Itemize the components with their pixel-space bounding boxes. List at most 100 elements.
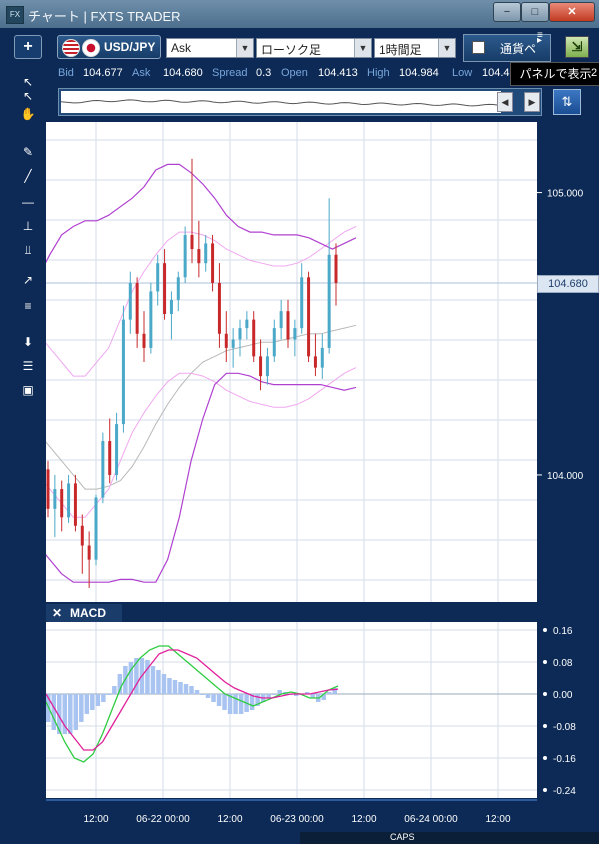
candle-body	[183, 234, 187, 278]
open-value: 104.413	[318, 67, 358, 79]
candle-body	[259, 356, 263, 377]
bid-label: Bid	[58, 67, 74, 79]
fan-lines-icon[interactable]: ↗	[22, 273, 34, 287]
fibonacci-icon[interactable]: ≡	[24, 299, 32, 313]
bollinger-lower-inner	[46, 367, 357, 518]
candle-body	[53, 489, 57, 509]
symbol-selector[interactable]: USD/JPY	[57, 35, 161, 59]
parallel-lines-icon[interactable]: ⫫	[24, 243, 32, 257]
macd-tick-label: 0.00	[553, 690, 573, 701]
quote-extra: 2	[591, 67, 598, 79]
currency-pair-tab[interactable]: 通貨ペ	[463, 34, 551, 62]
show-in-panel-button[interactable]: ⇲	[565, 36, 589, 58]
trend-line-icon[interactable]: ╱	[24, 169, 32, 183]
macd-histogram-bar	[161, 674, 167, 694]
time-tick-label: 06-24 00:00	[404, 814, 458, 825]
macd-histogram-bar	[277, 690, 282, 694]
price-tick-label: 104.000	[547, 471, 584, 482]
macd-histogram-bar	[332, 688, 337, 694]
candle-body	[307, 277, 311, 357]
scroll-left-button[interactable]: ◀	[497, 92, 513, 112]
price-chart[interactable]: 105.000 104.000 0.16 0.08 0.00 -0.08 -0.16 -0.2…	[46, 122, 599, 844]
candle-body	[149, 291, 153, 348]
macd-histogram-bar	[95, 694, 101, 706]
macd-histogram-bar	[117, 674, 123, 694]
macd-histogram-bar	[310, 694, 315, 698]
chevron-down-icon: ▼	[438, 39, 455, 57]
bollinger-upper-line	[46, 163, 357, 264]
candle-body	[169, 299, 173, 314]
candle-body	[94, 497, 98, 560]
candle-body	[211, 243, 215, 283]
candle-body	[286, 311, 290, 340]
candle-body	[128, 282, 132, 320]
macd-histogram-bar	[84, 694, 90, 714]
drawing-toolbar: ↖ ↖ ✋ ✎ ╱ — ⊥ ⫫ ↗ ≡ ⬇ ☰ ▣	[0, 64, 46, 844]
candle-body	[60, 489, 64, 518]
candle-body	[176, 277, 180, 300]
macd-histogram-bar	[145, 660, 150, 694]
candle-body	[190, 234, 194, 250]
macd-histogram-bar	[233, 694, 238, 714]
camera-icon[interactable]: ▣	[22, 383, 34, 397]
candle-body	[238, 328, 242, 340]
macd-histogram-bar	[73, 694, 79, 730]
horizontal-line-icon[interactable]: —	[22, 195, 34, 209]
overview-sparkline[interactable]	[61, 91, 501, 113]
fit-chart-button[interactable]: ⇅	[553, 89, 581, 115]
currency-pair-label: 通貨ペ	[500, 42, 537, 56]
candle-body	[156, 263, 160, 292]
list-icon[interactable]: ☰	[22, 359, 34, 373]
close-button[interactable]: ✕	[549, 2, 595, 22]
macd-histogram-bar	[134, 658, 139, 694]
macd-tick-dot	[543, 660, 547, 664]
close-icon[interactable]: ✕	[51, 606, 63, 620]
macd-tick-label: 0.08	[553, 658, 573, 669]
chart-area[interactable]: 105.000 104.000 0.16 0.08 0.00 -0.08 -0.16 -0.2…	[46, 122, 599, 844]
price-tick-label: 105.000	[547, 189, 584, 200]
cursor-arrow-icon[interactable]: ↖	[22, 75, 34, 89]
signal-line	[46, 649, 339, 751]
candle-body	[115, 424, 119, 475]
current-price-label: 104.680	[537, 274, 599, 293]
chevron-down-icon: ▼	[354, 39, 371, 57]
macd-histogram-bar	[222, 694, 227, 710]
minimize-button[interactable]: −	[493, 2, 521, 22]
currency-pair-checkbox[interactable]	[472, 41, 485, 54]
download-icon[interactable]: ⬇	[22, 335, 34, 349]
macd-histogram-bar	[321, 694, 326, 700]
macd-histogram-bar	[156, 670, 161, 694]
candle-body	[197, 249, 201, 264]
candle-body	[101, 441, 105, 498]
candle-body	[245, 319, 249, 329]
low-value: 104.4	[482, 67, 510, 79]
hand-pan-icon[interactable]: ✋	[20, 107, 36, 121]
candle-body	[80, 525, 84, 546]
panel-divider	[46, 602, 599, 622]
macd-histogram-bar	[211, 694, 216, 702]
vertical-line-icon[interactable]: ⊥	[22, 219, 34, 233]
macd-histogram-bar	[57, 694, 62, 734]
macd-histogram-bar	[178, 682, 183, 694]
macd-histogram-bar	[167, 678, 172, 694]
menu-icon[interactable]: ≡ ▸	[537, 30, 543, 46]
pencil-icon[interactable]: ✎	[22, 145, 34, 159]
macd-histogram-bar	[255, 694, 260, 706]
crosshair-cursor-icon[interactable]: ↖	[22, 89, 34, 103]
chart-type-value: ローソク足	[261, 43, 322, 57]
macd-tick-label: -0.08	[553, 722, 576, 733]
candle-body	[121, 319, 125, 425]
chevron-down-icon: ▼	[236, 39, 253, 57]
candle-body	[293, 328, 297, 340]
maximize-button[interactable]: □	[521, 2, 549, 22]
price-type-select[interactable]: Ask ▼	[166, 38, 254, 58]
chart-type-select[interactable]: ローソク足 ▼	[256, 38, 372, 58]
scroll-right-button[interactable]: ▶	[524, 92, 540, 112]
add-chart-button[interactable]: +	[14, 35, 42, 59]
overview-line	[61, 99, 501, 107]
taskbar-strip	[300, 832, 599, 844]
chart-overview[interactable]	[58, 88, 542, 116]
interval-select[interactable]: 1時間足 ▼	[374, 38, 456, 58]
ask-label: Ask	[132, 67, 151, 79]
macd-histogram-bar	[183, 684, 189, 694]
